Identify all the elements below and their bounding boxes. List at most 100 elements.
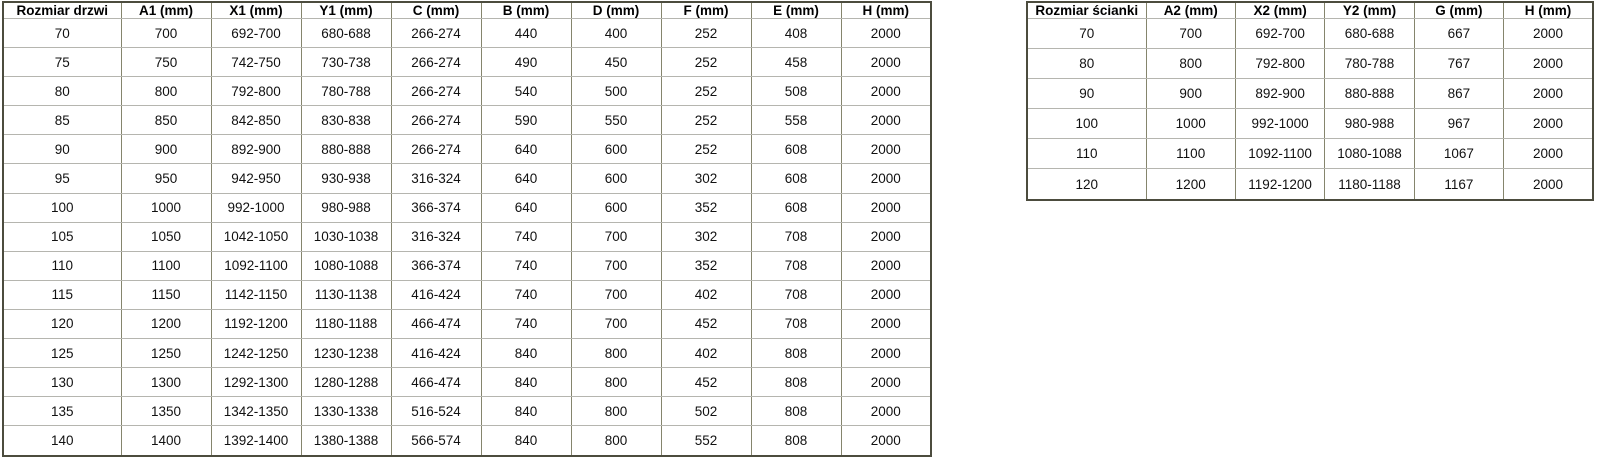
table-cell: 930-938 bbox=[300, 163, 392, 194]
table-cell: 1080-1088 bbox=[300, 250, 392, 281]
table-cell: 708 bbox=[750, 250, 842, 281]
table-cell: 1300 bbox=[120, 367, 212, 398]
table-cell: 800 bbox=[570, 367, 662, 398]
table-cell: 1000 bbox=[120, 192, 212, 223]
table-cell: 830-838 bbox=[300, 105, 392, 136]
table-cell: 140 bbox=[2, 425, 122, 457]
table-cell: 600 bbox=[570, 134, 662, 165]
table-cell: 1392-1400 bbox=[210, 425, 302, 457]
table-cell: 75 bbox=[2, 47, 122, 78]
table-cell: 2000 bbox=[840, 17, 932, 49]
table-cell: 980-988 bbox=[1324, 108, 1415, 140]
table-cell: 110 bbox=[1026, 138, 1147, 170]
table-cell: 992-1000 bbox=[210, 192, 302, 223]
column-header: A1 (mm) bbox=[120, 1, 212, 19]
table-row: 90 900 892-900 880-888 867 2000 bbox=[1026, 78, 1594, 110]
table-cell: 90 bbox=[1026, 78, 1147, 110]
table-cell: 1180-1188 bbox=[300, 308, 392, 340]
table-row: 110 1100 1092-1100 1080-1088 366-374 740 700 35… bbox=[2, 250, 932, 281]
table-cell: 2000 bbox=[840, 76, 932, 107]
table-cell: 740 bbox=[480, 308, 572, 340]
table-cell: 892-900 bbox=[210, 134, 302, 165]
table-cell: 302 bbox=[660, 221, 752, 252]
table-cell: 80 bbox=[1026, 48, 1147, 80]
table-cell: 680-688 bbox=[1324, 17, 1415, 50]
table-cell: 667 bbox=[1413, 17, 1505, 50]
table-cell: 2000 bbox=[840, 338, 932, 369]
table-cell: 1250 bbox=[120, 338, 212, 369]
table-cell: 840 bbox=[480, 396, 572, 427]
table-cell: 1042-1050 bbox=[210, 221, 302, 252]
table-cell: 600 bbox=[570, 163, 662, 194]
table-cell: 1000 bbox=[1145, 108, 1236, 140]
table-row: 80 800 792-800 780-788 767 2000 bbox=[1026, 48, 1594, 80]
table-cell: 566-574 bbox=[390, 425, 482, 457]
table-cell: 640 bbox=[480, 192, 572, 223]
table-cell: 70 bbox=[1026, 17, 1147, 50]
table-cell: 880-888 bbox=[1324, 78, 1415, 110]
table-cell: 640 bbox=[480, 163, 572, 194]
column-header: E (mm) bbox=[750, 1, 842, 19]
column-header: D (mm) bbox=[570, 1, 662, 19]
table-cell: 416-424 bbox=[390, 279, 482, 310]
table-cell: 508 bbox=[750, 76, 842, 107]
table-cell: 1192-1200 bbox=[1234, 168, 1326, 201]
table-cell: 808 bbox=[750, 425, 842, 457]
table-cell: 1242-1250 bbox=[210, 338, 302, 369]
table-cell: 750 bbox=[120, 47, 212, 78]
table-cell: 1292-1300 bbox=[210, 367, 302, 398]
table-cell: 316-324 bbox=[390, 221, 482, 252]
table-cell: 2000 bbox=[840, 221, 932, 252]
table-cell: 552 bbox=[660, 425, 752, 457]
table-cell: 1180-1188 bbox=[1324, 168, 1415, 201]
table-cell: 708 bbox=[750, 279, 842, 310]
table-cell: 767 bbox=[1413, 48, 1505, 80]
table-cell: 608 bbox=[750, 192, 842, 223]
table-cell: 1400 bbox=[120, 425, 212, 457]
column-header: Rozmiar ścianki bbox=[1026, 1, 1147, 19]
table-cell: 992-1000 bbox=[1234, 108, 1326, 140]
table-cell: 608 bbox=[750, 134, 842, 165]
table-cell: 452 bbox=[660, 367, 752, 398]
table-cell: 980-988 bbox=[300, 192, 392, 223]
table-cell: 740 bbox=[480, 250, 572, 281]
table-cell: 2000 bbox=[840, 250, 932, 281]
table-cell: 115 bbox=[2, 279, 122, 310]
table-cell: 800 bbox=[120, 76, 212, 107]
table-cell: 842-850 bbox=[210, 105, 302, 136]
table-cell: 840 bbox=[480, 425, 572, 457]
table-cell: 730-738 bbox=[300, 47, 392, 78]
table-row: 135 1350 1342-1350 1330-1338 516-524 840 800 50… bbox=[2, 396, 932, 427]
table-cell: 2000 bbox=[840, 425, 932, 457]
table-cell: 440 bbox=[480, 17, 572, 49]
table-cell: 680-688 bbox=[300, 17, 392, 49]
column-header: C (mm) bbox=[390, 1, 482, 19]
header-row: Rozmiar ścianki A2 (mm) X2 (mm) Y2 (mm) G (m… bbox=[1026, 1, 1594, 19]
table-cell: 252 bbox=[660, 76, 752, 107]
column-header: B (mm) bbox=[480, 1, 572, 19]
column-header: Rozmiar drzwi bbox=[2, 1, 122, 19]
table-cell: 252 bbox=[660, 17, 752, 49]
table-cell: 1150 bbox=[120, 279, 212, 310]
table-cell: 135 bbox=[2, 396, 122, 427]
table-cell: 266-274 bbox=[390, 105, 482, 136]
table-cell: 2000 bbox=[840, 47, 932, 78]
table-cell: 2000 bbox=[840, 192, 932, 223]
table-cell: 840 bbox=[480, 338, 572, 369]
table-cell: 1192-1200 bbox=[210, 308, 302, 340]
table-cell: 1350 bbox=[120, 396, 212, 427]
table-cell: 792-800 bbox=[1234, 48, 1326, 80]
table-cell: 416-424 bbox=[390, 338, 482, 369]
table-cell: 466-474 bbox=[390, 367, 482, 398]
table-cell: 700 bbox=[570, 279, 662, 310]
table-cell: 780-788 bbox=[1324, 48, 1415, 80]
table-row: 125 1250 1242-1250 1230-1238 416-424 840 800 40… bbox=[2, 338, 932, 369]
table-cell: 1092-1100 bbox=[210, 250, 302, 281]
table-row: 140 1400 1392-1400 1380-1388 566-574 840 800 55… bbox=[2, 425, 932, 457]
table-cell: 252 bbox=[660, 47, 752, 78]
table-cell: 2000 bbox=[840, 396, 932, 427]
table-row: 70 700 692-700 680-688 667 2000 bbox=[1026, 17, 1594, 50]
table-cell: 740 bbox=[480, 221, 572, 252]
table-cell: 95 bbox=[2, 163, 122, 194]
table-cell: 558 bbox=[750, 105, 842, 136]
